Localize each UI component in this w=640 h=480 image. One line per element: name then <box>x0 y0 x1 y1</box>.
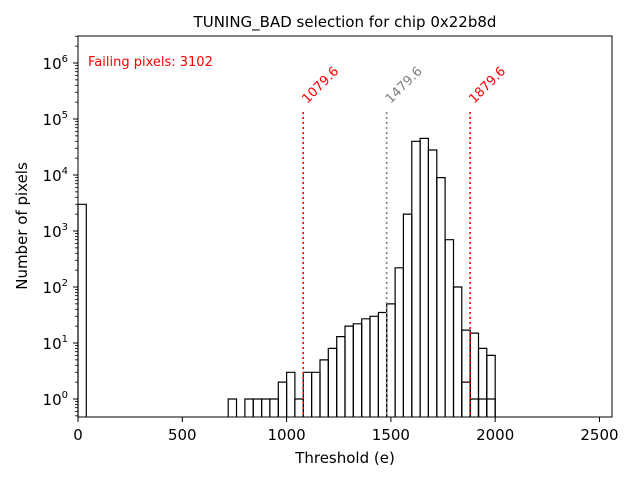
y-tick-label: 104 <box>43 166 68 185</box>
histogram-bin <box>77 203 87 417</box>
histogram-bin <box>294 398 304 417</box>
y-tick-label: 102 <box>43 278 68 297</box>
histogram-bin <box>461 329 471 417</box>
histogram-bin <box>286 371 296 417</box>
chart-title: TUNING_BAD selection for chip 0x22b8d <box>193 13 497 32</box>
threshold-lines: 1079.6 1479.6 1879.6 <box>299 64 509 417</box>
histogram-bin <box>469 398 480 417</box>
histogram-bin <box>436 177 446 417</box>
histogram-bin <box>352 323 363 417</box>
x-tick-label: 2000 <box>476 426 514 444</box>
histogram-bin <box>486 354 496 417</box>
y-tick-label: 103 <box>43 222 68 241</box>
histogram-bin <box>244 398 254 417</box>
histogram-bin <box>444 239 455 417</box>
histogram-bin <box>469 332 480 417</box>
x-tick-label: 2500 <box>580 426 618 444</box>
y-axis-ticks: 100 101 102 103 104 105 106 <box>43 35 78 417</box>
histogram-bin <box>477 347 488 417</box>
histogram-bin <box>302 371 313 417</box>
histogram-bin <box>452 286 463 417</box>
x-tick-label: 1000 <box>268 426 306 444</box>
histogram-bin <box>227 398 238 417</box>
threshold-label: 1079.6 <box>299 64 342 107</box>
histogram-bin <box>327 347 338 417</box>
threshold-label: 1879.6 <box>466 64 509 107</box>
histogram-bin <box>419 137 429 417</box>
histogram-bars <box>77 137 496 417</box>
x-tick-label: 500 <box>168 426 197 444</box>
histogram-bin <box>477 398 488 417</box>
y-tick-label: 101 <box>43 334 68 353</box>
histogram-bin <box>377 311 388 417</box>
histogram-bin <box>269 398 279 417</box>
histogram-bin <box>461 381 471 417</box>
plot-area: 1079.6 1479.6 1879.6 <box>77 35 613 418</box>
histogram-bin <box>369 315 379 417</box>
histogram-bin <box>394 267 404 417</box>
x-tick-label: 1500 <box>372 426 410 444</box>
histogram-bin <box>344 325 354 417</box>
x-axis-label: Threshold (e) <box>294 449 395 467</box>
failing-pixels-label: Failing pixels: 3102 <box>88 55 213 70</box>
histogram-bin <box>402 213 413 417</box>
histogram-bin <box>427 149 438 417</box>
x-axis-ticks: 0 500 1000 1500 2000 2500 <box>73 417 619 444</box>
histogram-bin <box>277 381 288 417</box>
histogram-bin <box>252 398 263 417</box>
histogram-bin <box>336 336 346 417</box>
y-tick-label: 106 <box>43 54 68 73</box>
y-tick-label: 105 <box>43 110 68 129</box>
y-tick-label: 100 <box>43 390 68 409</box>
y-axis-label: Number of pixels <box>13 162 31 290</box>
histogram-bin <box>311 371 321 417</box>
histogram-bin <box>486 398 496 417</box>
histogram-bin <box>411 140 421 417</box>
histogram-bin <box>319 359 329 417</box>
x-tick-label: 0 <box>73 426 83 444</box>
histogram-bin <box>261 398 271 417</box>
histogram-bin <box>361 318 371 417</box>
threshold-label: 1479.6 <box>383 64 426 107</box>
histogram-bin <box>386 303 396 417</box>
